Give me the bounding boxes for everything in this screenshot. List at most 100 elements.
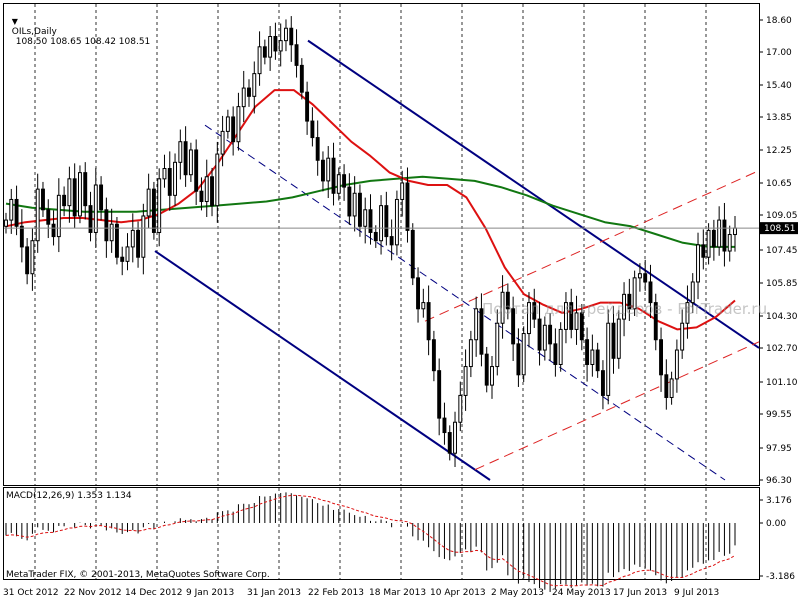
candle-body [674,349,679,380]
candle-body [67,178,72,207]
candle-body [379,205,384,242]
price-label: 10.65 [766,179,792,189]
candle-body [72,178,77,217]
candle-body [722,219,727,252]
candle-body [194,149,199,192]
candle-body [553,343,558,365]
candle-body [416,277,420,310]
date-label: 9 Jan 2013 [186,588,234,598]
moving-averages [5,89,736,331]
candle-body [569,302,574,330]
current-price-box [760,222,798,235]
candle-body [215,153,220,207]
candle-body [9,198,14,221]
date-label: 14 Dec 2012 [125,588,183,598]
candle-body [41,188,45,211]
symbol-header: ▼ OILs,Daily 108.50 108.65 108.42 108.51 [6,7,151,47]
macd-axis-label: -3.186 [766,572,795,582]
candle-body [305,91,310,122]
candle-body [130,229,135,248]
date-label: 22 Feb 2013 [308,588,364,598]
candle-body [437,370,442,419]
candle-body [88,205,93,233]
candle-body [585,339,590,365]
candle-body [659,339,663,376]
candle-body [56,194,61,238]
candle-body [410,229,415,279]
candle-body [606,322,611,396]
candle-body [299,64,304,93]
candle-body [315,137,320,161]
candle-body [46,209,51,225]
date-label: 31 Oct 2012 [3,588,59,598]
candle-body [500,291,505,324]
date-label: 9 Jul 2013 [674,588,719,598]
candle-body [25,246,30,275]
candle-body [527,302,531,335]
candle-body [326,157,331,182]
candle-body [273,36,278,52]
candle-body [468,339,473,368]
macd-signal-line [5,494,736,587]
candle-body [717,219,722,248]
rising-channel-upper [424,170,760,322]
candle-body [120,256,125,262]
candle-body [352,192,357,217]
candle-body [284,27,288,42]
channel-mid-line [204,124,726,481]
candle-body [558,328,563,365]
candle-body [400,182,405,200]
price-label: 105.85 [766,279,798,289]
candle-body [109,223,114,242]
candle-body [421,302,426,310]
price-label: 107.45 [766,246,798,256]
menu-triangle-icon[interactable]: ▼ [11,17,18,26]
candle-body [188,149,193,176]
candle-body [262,46,267,58]
candle-body [389,236,394,246]
candle-body [706,229,711,258]
symbol-label: OILs,Daily [11,27,57,37]
candle-body [321,159,325,182]
candle-body [336,174,341,194]
channel-lower-line [154,250,491,481]
candle-body [4,219,8,227]
candle-body [579,312,584,341]
candle-body [342,174,347,188]
candle-body [637,273,642,279]
date-label: 18 Mar 2013 [369,588,426,598]
candle-body [310,120,315,139]
candle-body [14,198,19,227]
candle-body [426,302,431,341]
price-label: 109.05 [766,211,798,221]
candle-body [35,188,40,242]
candle-body [727,234,732,252]
candle-body [289,27,294,46]
candle-body [685,302,690,324]
channel-lines [154,39,760,481]
candle-body [474,308,479,341]
candle-body [600,370,605,396]
current-price-line: 108.51 [4,222,798,235]
candle-body [173,161,177,196]
price-label: 104.30 [766,312,798,322]
date-label: 31 Jan 2013 [247,588,301,598]
candle-body [157,178,162,233]
date-label: 10 Apr 2013 [430,588,486,598]
candle-body [99,184,104,211]
macd-axis-label: 0.00 [766,519,786,529]
candle-body [30,240,35,275]
macd-header: MACD(12,26,9) 1.353 1.134 [6,491,132,501]
price-label: 96.30 [766,476,792,486]
watermark: Портал для трейдеров - ForTrader.ru [482,300,768,318]
candle-body [669,378,674,398]
candle-body [690,281,695,304]
candle-body [204,176,209,203]
ma-fast-line [5,89,736,331]
date-axis: 31 Oct 2012 22 Nov 2012 14 Dec 2012 9 Jan 2… [3,588,719,598]
price-label: 15.40 [766,81,792,91]
candle-body [252,73,257,97]
candle-body [595,349,600,372]
candle-body [162,168,167,180]
price-label: 17.00 [766,48,792,58]
